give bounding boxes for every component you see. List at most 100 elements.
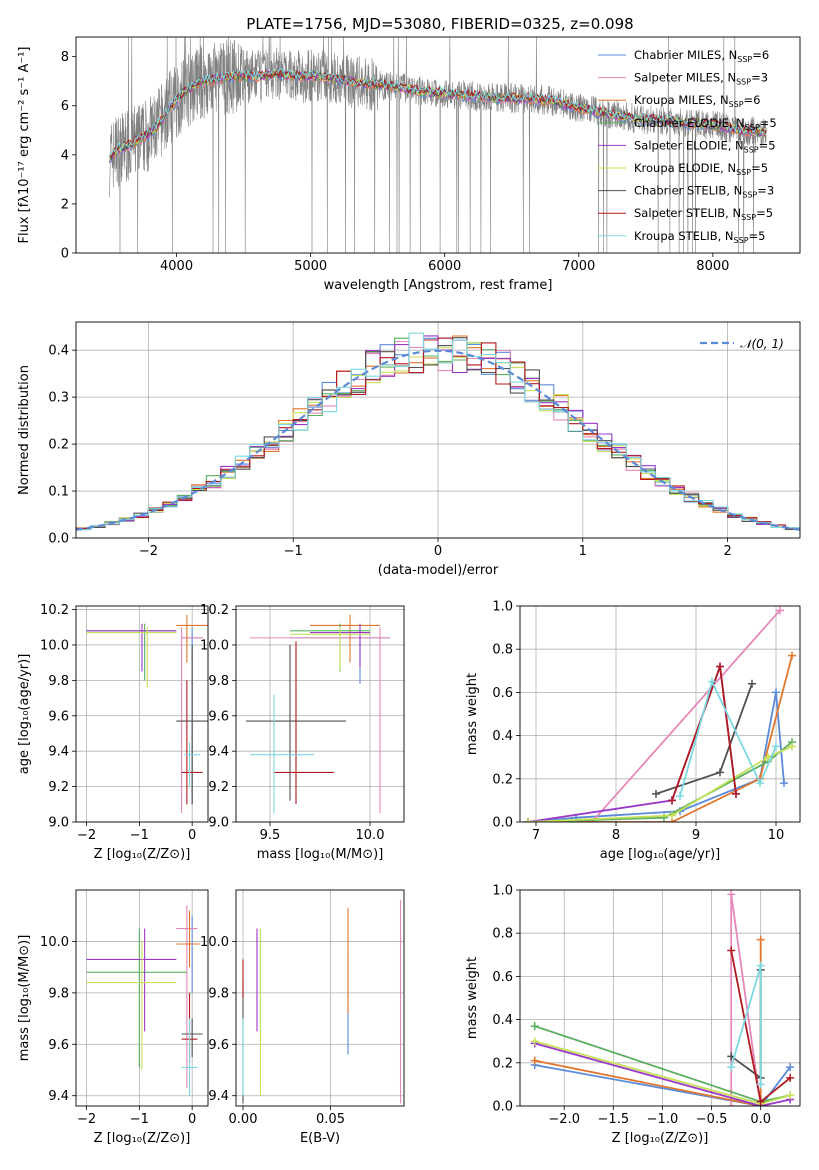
mass-weight-marker: [668, 811, 676, 820]
mass-weight-marker: [756, 1097, 765, 1106]
tick-label-y: 0.1: [48, 485, 69, 500]
axis-label-x: mass [log₁₀(M/M⊙)]: [257, 847, 384, 862]
mass-weight-line: [528, 655, 793, 822]
tick-label-x: −1.5: [598, 1112, 630, 1127]
tick-label-x: −1: [284, 544, 303, 559]
mass-weight-marker: [788, 651, 796, 660]
tick-label-y: 0.6: [492, 686, 513, 701]
tick-label-y: 9.8: [48, 986, 69, 1001]
mass-weight-marker: [756, 1080, 765, 1089]
axes-frame-weight_vs_age: [519, 605, 801, 823]
mass-weight-line: [679, 679, 777, 797]
tick-label-x: 7: [532, 828, 540, 843]
mass-weight-line: [534, 1042, 791, 1106]
mass-weight-marker: [716, 768, 724, 777]
mass-weight-marker: [786, 1091, 795, 1100]
legend-label: Salpeter MILES, NSSP=3: [634, 71, 768, 87]
legend-label: Kroupa ELODIE, NSSP=5: [634, 161, 768, 177]
tick-label-y: 0.0: [48, 532, 69, 547]
mass-weight-marker: [524, 818, 532, 822]
tick-label-y: 10.2: [200, 603, 229, 618]
axes-frame-age_vs_Z: [75, 605, 209, 823]
legend-label: Chabrier STELIB, NSSP=3: [634, 184, 774, 200]
tick-label-y: 0.4: [492, 729, 513, 744]
mass-weight-marker: [772, 742, 780, 751]
axis-label-y: mass weight: [465, 957, 480, 1039]
axes-age_vs_Z: −2 −1 0 9.0 9.2 9.4 9.6 9.8 10.0 10.2 Z [log₁₀(Z/Z…: [17, 603, 208, 862]
axes-frame-age_vs_mass: [235, 605, 405, 823]
tick-label-y: 2: [61, 197, 69, 212]
axes-frame-mass_vs_ebv: [235, 889, 405, 1107]
mass-weight-marker: [776, 606, 784, 615]
tick-label-x: 10.0: [356, 828, 385, 843]
mass-weight-line: [534, 939, 762, 1106]
tick-label-y: 0.2: [492, 1056, 513, 1071]
tick-label-y: 9.4: [48, 745, 69, 760]
mass-weight-marker: [788, 742, 796, 751]
tick-label-x: −2.0: [548, 1112, 580, 1127]
legend-label: Kroupa MILES, NSSP=6: [634, 93, 760, 109]
legend-label: Chabrier ELODIE, NSSP=5: [634, 116, 777, 132]
mass-weight-marker: [727, 1063, 736, 1072]
model-spectrum-line: [109, 68, 767, 157]
mass-weight-marker: [786, 1073, 795, 1082]
tick-label-x: 10: [768, 828, 785, 843]
residual-histogram-step: [76, 337, 800, 530]
axes-frame-residuals: [75, 321, 801, 539]
mass-weight-marker: [756, 779, 764, 788]
axes-frame-weight_vs_Z: [519, 889, 801, 1107]
tick-label-x: 0: [188, 828, 196, 843]
tick-label-y: 9.6: [208, 1038, 229, 1053]
tick-label-x: 0.0: [750, 1112, 771, 1127]
tick-label-x: −2: [77, 828, 96, 843]
figure-title: PLATE=1756, MJD=53080, FIBERID=0325, z=0…: [246, 15, 633, 33]
axis-label-x: age [log₁₀(age/yr)]: [600, 847, 721, 862]
residual-histogram-step: [76, 332, 800, 531]
legend-label: Kroupa STELIB, NSSP=5: [634, 229, 765, 245]
tick-label-y: 1.0: [492, 600, 513, 615]
axis-label-x: Z [log₁₀(Z/Z⊙)]: [612, 1131, 709, 1146]
axis-label-y: age [log₁₀(age/yr)]: [17, 654, 32, 775]
tick-label-x: 1: [579, 544, 587, 559]
tick-label-x: 0: [188, 1112, 196, 1127]
tick-label-x: 8000: [696, 259, 729, 274]
mass-weight-line: [534, 1064, 791, 1106]
tick-label-x: 0.05: [316, 1112, 345, 1127]
tick-label-x: 9.5: [260, 828, 281, 843]
tick-label-y: 0.6: [492, 970, 513, 985]
mass-weight-marker: [652, 789, 660, 798]
tick-label-y: 9.8: [208, 986, 229, 1001]
tick-label-y: 4: [61, 148, 69, 163]
tick-label-y: 9.6: [48, 1038, 69, 1053]
tick-label-y: 0.3: [48, 391, 69, 406]
axis-label-y: mass weight: [465, 673, 480, 755]
tick-label-x: 6000: [428, 259, 461, 274]
axis-label-x: wavelength [Angstrom, rest frame]: [324, 278, 553, 293]
mass-weight-marker: [668, 796, 676, 805]
mass-weight-line: [528, 609, 781, 822]
tick-label-x: 4000: [160, 259, 193, 274]
mass-weight-marker: [727, 946, 736, 955]
axis-label-x: (data-model)/error: [378, 563, 499, 578]
tick-label-x: 8: [612, 828, 620, 843]
tick-label-y: 9.2: [208, 780, 229, 795]
tick-label-y: 1.0: [492, 884, 513, 899]
tick-label-x: 0.00: [229, 1112, 258, 1127]
tick-label-y: 8: [61, 50, 69, 65]
legend-label: Chabrier MILES, NSSP=6: [634, 48, 769, 64]
tick-label-y: 0.8: [492, 927, 513, 942]
axes-weight_vs_age: 7 8 9 10 0.0 0.2 0.4 0.6 0.8 1.0 age [log₁₀(age/yr…: [465, 600, 800, 862]
mass-weight-line: [671, 666, 737, 801]
tick-label-y: 0.0: [492, 1100, 513, 1115]
axis-label-x: E(B-V): [300, 1131, 340, 1146]
mass-weight-marker: [748, 679, 756, 688]
axis-label-y: Flux [fλ10⁻¹⁷ erg cm⁻² s⁻¹ A⁻¹]: [17, 47, 32, 244]
mass-weight-marker: [727, 1102, 736, 1106]
tick-label-y: 9.8: [208, 674, 229, 689]
tick-label-x: −1.0: [647, 1112, 679, 1127]
axes-weight_vs_Z: −2.0 −1.5 −1.0 −0.5 0.0 0.0 0.2 0.4 0.6 0.8 1.0 Z […: [465, 884, 800, 1146]
mass-weight-marker: [727, 890, 736, 899]
tick-label-y: 9.0: [48, 816, 69, 831]
tick-label-x: 7000: [562, 259, 595, 274]
